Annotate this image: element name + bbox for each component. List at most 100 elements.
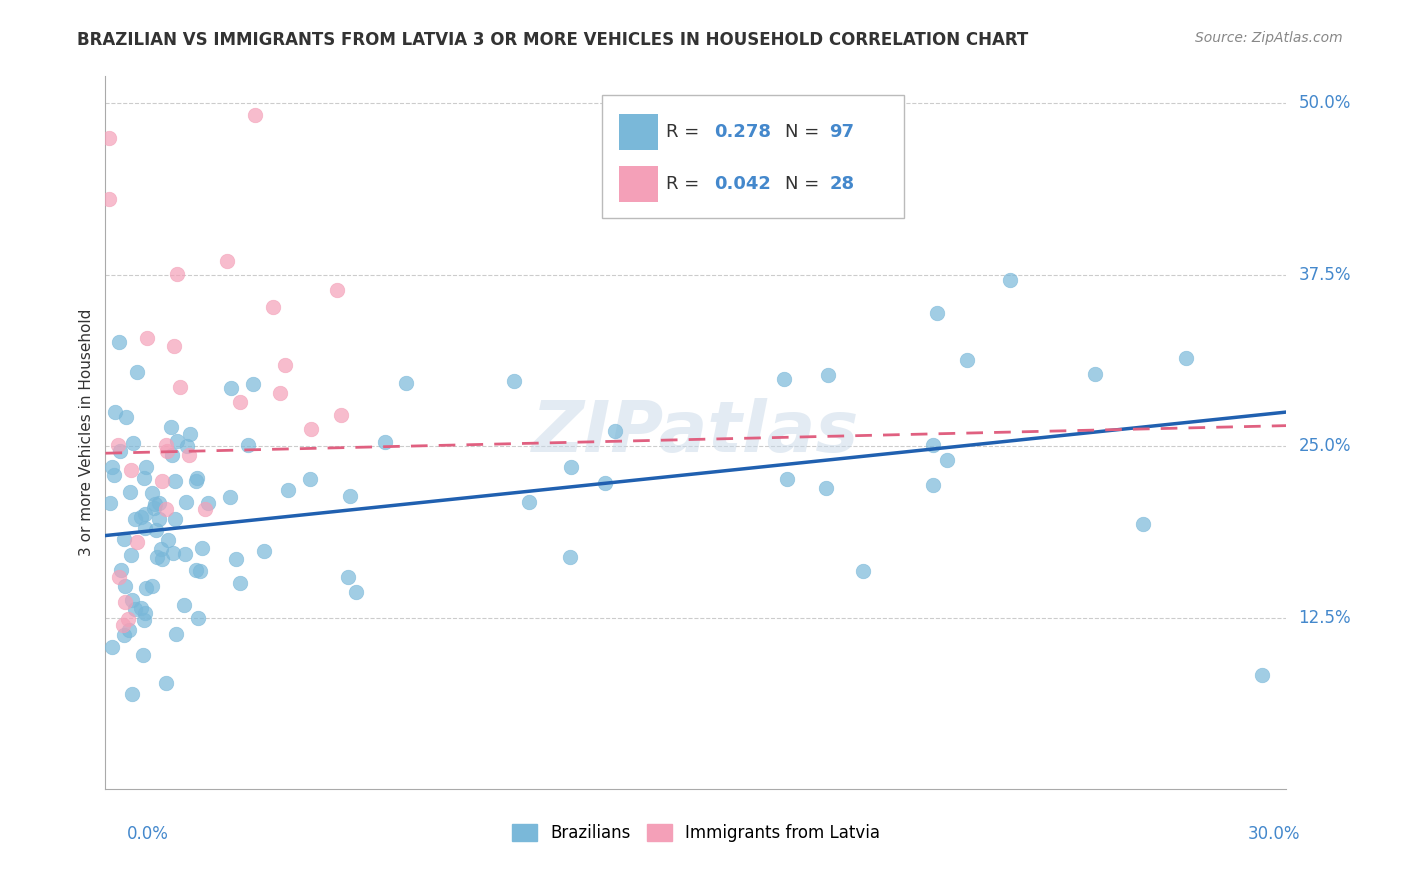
Point [299, 422, 322, 436]
Point [120, 462, 142, 476]
Point [125, 535, 148, 549]
Point [98, 496, 121, 510]
Point [242, 377, 264, 392]
Point [124, 512, 146, 526]
Point [100, 640, 122, 654]
Point [560, 459, 582, 474]
Point [179, 427, 201, 442]
Point [262, 300, 284, 314]
Point [107, 438, 129, 452]
Text: 30.0%: 30.0% [1249, 825, 1301, 843]
Point [186, 564, 208, 578]
Point [162, 449, 184, 463]
Point [169, 379, 191, 393]
Point [395, 376, 418, 390]
Point [150, 552, 173, 566]
Point [121, 593, 143, 607]
Point [160, 420, 183, 434]
Point [253, 544, 276, 558]
Point [374, 434, 396, 449]
Point [773, 372, 796, 386]
Point [121, 687, 143, 701]
Point [163, 512, 186, 526]
Point [112, 532, 135, 546]
Point [177, 448, 200, 462]
Point [166, 434, 188, 448]
Y-axis label: 3 or more Vehicles in Household: 3 or more Vehicles in Household [79, 309, 94, 557]
Point [815, 481, 838, 495]
Point [150, 541, 173, 556]
Point [141, 485, 163, 500]
Text: 0.042: 0.042 [714, 175, 770, 193]
Point [134, 521, 156, 535]
Point [134, 471, 156, 485]
Text: 0.0%: 0.0% [127, 825, 169, 843]
Point [135, 581, 157, 595]
Point [148, 512, 170, 526]
Point [927, 306, 949, 320]
Point [184, 474, 207, 488]
Point [243, 108, 266, 122]
Point [215, 253, 238, 268]
Point [141, 579, 163, 593]
Point [817, 368, 839, 383]
Point [115, 409, 138, 424]
Point [339, 489, 361, 503]
Point [218, 490, 240, 504]
Point [176, 439, 198, 453]
Point [145, 523, 167, 537]
Point [593, 475, 616, 490]
Point [173, 598, 195, 612]
Point [136, 331, 159, 345]
Point [517, 495, 540, 509]
Point [162, 546, 184, 560]
Point [120, 484, 142, 499]
Point [1132, 516, 1154, 531]
Text: R =: R = [666, 123, 706, 141]
Point [108, 334, 131, 349]
Point [221, 381, 243, 395]
Point [114, 579, 136, 593]
Point [98, 130, 121, 145]
Point [112, 628, 135, 642]
Point [852, 564, 875, 578]
Point [166, 267, 188, 281]
Point [131, 601, 153, 615]
Text: 97: 97 [830, 123, 855, 141]
Point [558, 550, 581, 565]
Point [228, 575, 250, 590]
Point [108, 570, 131, 584]
Point [120, 548, 142, 562]
Point [330, 408, 353, 422]
Point [197, 496, 219, 510]
Text: 25.0%: 25.0% [1298, 437, 1351, 455]
Text: Source: ZipAtlas.com: Source: ZipAtlas.com [1195, 31, 1343, 45]
Point [269, 386, 291, 401]
Point [129, 509, 152, 524]
Point [236, 438, 259, 452]
Point [98, 192, 121, 206]
Point [1250, 668, 1272, 682]
Point [103, 468, 125, 483]
Point [956, 352, 979, 367]
Text: ZIPatlas: ZIPatlas [533, 398, 859, 467]
Point [326, 283, 349, 297]
Point [277, 483, 299, 498]
Point [190, 541, 212, 555]
Point [127, 365, 149, 379]
Point [225, 552, 247, 566]
Point [1084, 368, 1107, 382]
Point [155, 438, 177, 452]
Point [122, 435, 145, 450]
Point [156, 533, 179, 548]
Point [298, 472, 321, 486]
Point [776, 472, 799, 486]
Point [132, 613, 155, 627]
Point [174, 548, 197, 562]
Text: N =: N = [785, 175, 824, 193]
Point [187, 611, 209, 625]
Point [135, 460, 157, 475]
Text: R =: R = [666, 175, 706, 193]
Point [1174, 351, 1197, 365]
Point [117, 612, 139, 626]
